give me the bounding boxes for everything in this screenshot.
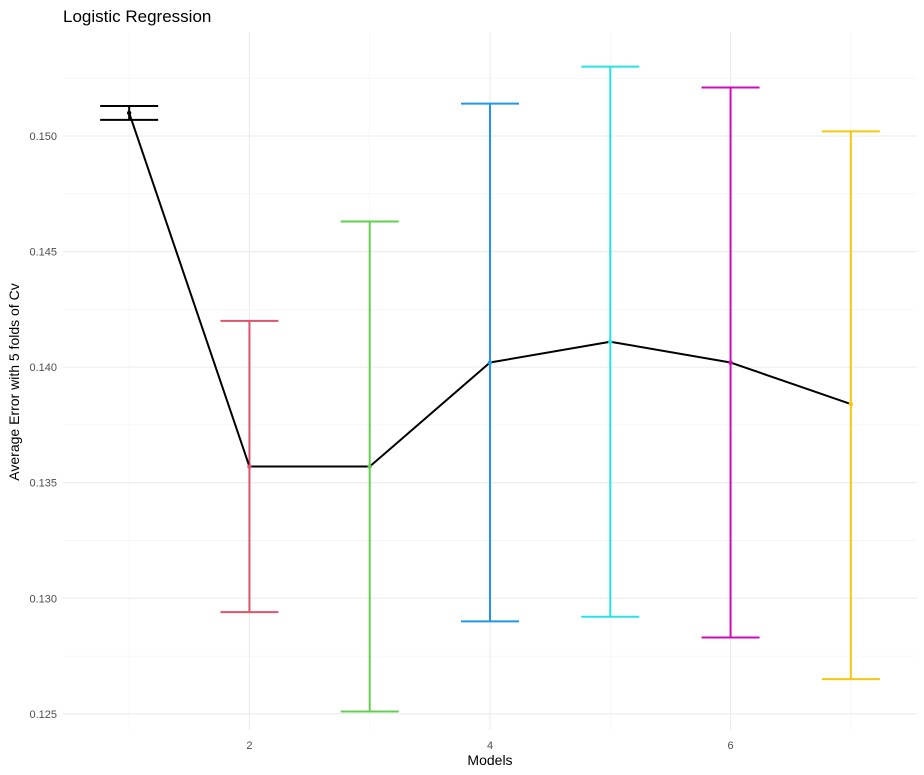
y-axis-title: Average Error with 5 folds of Cv bbox=[6, 283, 22, 480]
data-point bbox=[608, 339, 613, 344]
data-point bbox=[367, 464, 372, 469]
x-tick-label: 6 bbox=[728, 740, 734, 752]
data-point bbox=[247, 464, 252, 469]
chart-title: Logistic Regression bbox=[63, 7, 211, 26]
x-tick-label: 4 bbox=[487, 740, 493, 752]
error-bars bbox=[100, 65, 880, 713]
y-tick-label: 0.140 bbox=[29, 362, 57, 374]
y-tick-label: 0.150 bbox=[29, 131, 57, 143]
tick-labels: 2 4 6 0.125 0.130 0.135 0.140 0.145 0.150 bbox=[29, 131, 733, 752]
data-point bbox=[848, 401, 854, 407]
series-line-group bbox=[126, 110, 854, 469]
y-tick-label: 0.145 bbox=[29, 247, 57, 259]
data-point bbox=[487, 360, 493, 365]
data-point bbox=[126, 110, 132, 116]
y-tick-label: 0.125 bbox=[29, 709, 57, 721]
y-tick-label: 0.135 bbox=[29, 478, 57, 490]
y-tick-label: 0.130 bbox=[29, 593, 57, 605]
x-tick-label: 2 bbox=[246, 740, 252, 752]
x-axis-title: Models bbox=[467, 752, 512, 768]
data-point bbox=[728, 360, 733, 365]
